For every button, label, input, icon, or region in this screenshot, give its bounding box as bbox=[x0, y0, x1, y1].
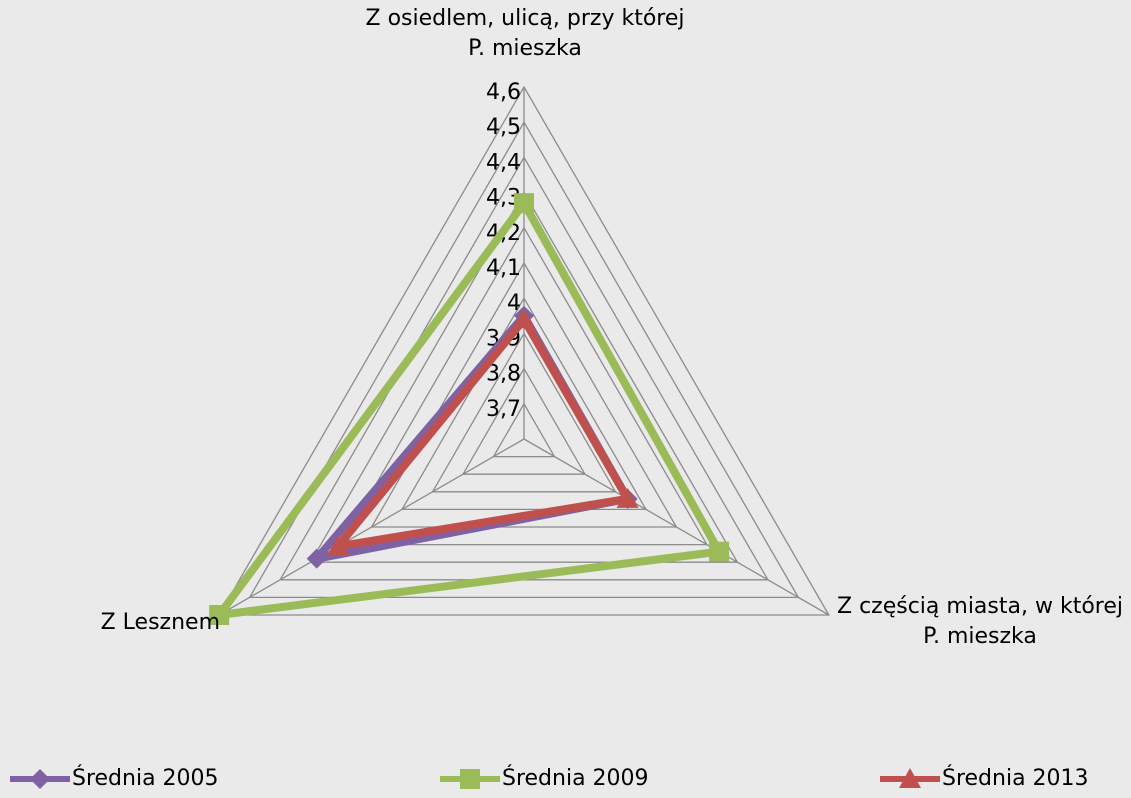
grid-ring bbox=[248, 120, 800, 599]
tick-label: 4,6 bbox=[486, 80, 521, 105]
grid-ring bbox=[461, 367, 587, 475]
axis-label: Z częścią miasta, w której P. mieszka bbox=[837, 594, 1123, 649]
data-point bbox=[616, 487, 639, 508]
series-line bbox=[334, 315, 632, 551]
grid-ring bbox=[339, 226, 709, 546]
grid-ring bbox=[431, 332, 617, 493]
grid-ring bbox=[309, 191, 739, 563]
legend-marker bbox=[460, 769, 480, 789]
axis-label: Z osiedlem, ulicą, przy której P. mieszk… bbox=[365, 6, 685, 61]
tick-label: 4,5 bbox=[486, 115, 521, 140]
grid-ring bbox=[492, 402, 556, 458]
data-point bbox=[327, 535, 350, 556]
tick-label: 4 bbox=[507, 291, 521, 316]
tick-label: 4,4 bbox=[486, 150, 521, 175]
legend-marker bbox=[30, 769, 50, 789]
tick-label: 3,8 bbox=[486, 362, 521, 387]
axis-label: Z Lesznem bbox=[100, 610, 220, 635]
data-point bbox=[306, 548, 327, 569]
legend-label: Średnia 2005 bbox=[72, 765, 219, 791]
tick-label: 4,1 bbox=[486, 256, 521, 281]
data-point bbox=[209, 605, 230, 625]
data-point bbox=[514, 193, 534, 214]
grid-ring bbox=[400, 296, 648, 511]
grid-ring bbox=[370, 261, 678, 528]
axis-line bbox=[523, 438, 830, 616]
data-point bbox=[709, 541, 730, 562]
series-line bbox=[215, 199, 724, 619]
tick-label: 3,7 bbox=[486, 397, 521, 422]
data-point bbox=[513, 308, 535, 329]
legend-label: Średnia 2009 bbox=[502, 765, 649, 791]
legend-label: Średnia 2013 bbox=[942, 765, 1089, 791]
legend-marker bbox=[899, 768, 921, 788]
axis-line bbox=[218, 438, 525, 616]
grid-ring bbox=[218, 85, 830, 616]
